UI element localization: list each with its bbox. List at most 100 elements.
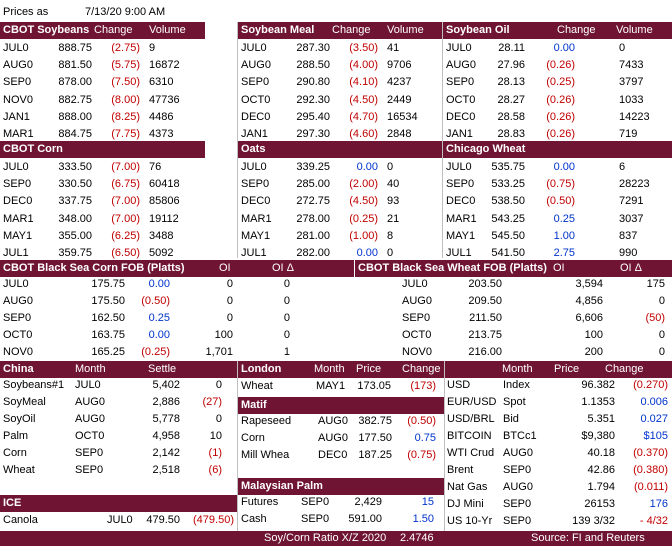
change-value: (4.60) [349, 128, 378, 140]
change-value: 2.75 [553, 247, 575, 259]
market-spec: SEP0 [503, 464, 532, 476]
contract-month: MAR1 [3, 212, 34, 225]
settle-value: 5,402 [152, 379, 180, 391]
market-spec: SEP0 [503, 498, 532, 510]
contract-month: SEP0 [3, 178, 32, 191]
contract-month: SEP0 [75, 464, 104, 476]
volume-value: 7291 [619, 195, 644, 208]
open-interest: 0 [226, 295, 233, 307]
price-value: 203.50 [468, 278, 502, 290]
change-value: (27) [202, 396, 222, 408]
price-value: 884.75 [58, 128, 92, 140]
change-value: 0.00 [148, 278, 170, 290]
open-interest: 0 [226, 312, 233, 324]
market-spec: BTCc1 [503, 430, 537, 442]
price-value: 295.40 [296, 110, 330, 123]
price-value: 272.75 [296, 195, 330, 208]
price-value: 173.05 [357, 380, 391, 392]
volume-value: 14223 [619, 110, 650, 123]
price-value: 545.50 [491, 229, 525, 242]
change-value: (7.00) [111, 195, 140, 208]
change-value: 0.25 [148, 312, 170, 324]
volume-value: 3797 [619, 76, 644, 89]
price-value: 282.00 [296, 247, 330, 259]
commodity-name: SoyMeal [3, 396, 46, 408]
open-interest: 100 [584, 329, 603, 341]
panel-title: Oats [241, 143, 266, 155]
volume-value: 4373 [149, 128, 174, 140]
panels_top-header-1: Soybean Meal Change Volume [238, 22, 443, 39]
price-value: 162.50 [91, 312, 125, 324]
source-credit: Source: FI and Reuters [531, 532, 645, 544]
change-value: (0.25) [546, 76, 575, 89]
change-value: 0.75 [414, 432, 436, 444]
price-value: 28.83 [497, 128, 525, 140]
change-value: 0.006 [640, 396, 668, 408]
price-value: 213.75 [468, 329, 502, 341]
contract-month: NOV0 [3, 93, 33, 106]
contract-month: AUG0 [3, 295, 33, 307]
open-interest-change: (50) [645, 312, 665, 324]
change-value: (1.00) [349, 229, 378, 242]
panel-title: CBOT Soybeans [3, 24, 90, 36]
contract-month: JUL0 [446, 42, 472, 54]
panels_mid-header-2: Chicago Wheat [443, 141, 672, 158]
change-value: 0.00 [553, 42, 575, 54]
change-value: (479.50) [193, 514, 234, 526]
oi-delta-header: OI Δ [272, 262, 295, 274]
price-value: 292.30 [296, 93, 330, 106]
change-value: (0.380) [633, 464, 668, 476]
volume-value: 41 [387, 42, 400, 54]
contract-month: DEC0 [318, 449, 348, 461]
change-value: 0 [215, 379, 222, 391]
volume-value: 6 [619, 161, 626, 173]
panel-title: Soybean Oil [446, 24, 510, 36]
settle-value: 2,886 [152, 396, 180, 408]
contract-month: OCT0 [402, 329, 432, 341]
contract-month: JAN1 [446, 128, 473, 140]
price-value: 2,429 [354, 496, 382, 508]
grid-separator-1 [442, 22, 443, 258]
contract-month: MAY1 [446, 229, 476, 242]
contract-month: JUL0 [107, 514, 133, 526]
market-spec: SEP0 [503, 515, 532, 527]
price-value: 177.50 [358, 432, 392, 444]
open-interest-change: 0 [658, 346, 665, 358]
contract-month: JUL0 [3, 278, 29, 290]
contract-month: SEP0 [3, 312, 32, 324]
contract-month: SEP0 [446, 76, 475, 89]
volume-value: 40 [387, 178, 400, 191]
volume-value: 4237 [387, 76, 412, 89]
matif-header: Matif [238, 397, 445, 414]
change-value: 0.25 [553, 212, 575, 225]
volume-value: 93 [387, 195, 400, 208]
contract-month: MAR1 [241, 212, 272, 225]
price-value: 339.25 [296, 161, 330, 173]
contract-month: SEP0 [75, 447, 104, 459]
contract-month: JUL0 [3, 42, 29, 54]
price-value: 330.50 [58, 178, 92, 191]
volume-value: 2449 [387, 93, 412, 106]
panels_top-header-0: CBOT Soybeans Change Volume [0, 22, 205, 39]
market-name: WTI Crud [447, 447, 495, 459]
contract-month: SEP0 [241, 178, 270, 191]
change-value: (4.00) [349, 59, 378, 72]
oi-header: OI [553, 262, 565, 274]
contract-month: MAY1 [3, 229, 33, 242]
other-markets-header: Month Price Change [445, 361, 672, 378]
commodity-name: Corn [3, 447, 27, 459]
panels_top-header-2: Soybean Oil Change Volume [443, 22, 672, 39]
contract-month: JUL0 [241, 161, 267, 173]
price-value: 337.75 [58, 195, 92, 208]
price-value: 591.00 [348, 513, 382, 525]
china-header: China Month Settle [0, 361, 238, 378]
black-sea-header-0: CBOT Black Sea Corn FOB (Platts) OI OI Δ [0, 260, 354, 277]
change-value: (3.50) [349, 42, 378, 54]
volume-value: 3488 [149, 229, 174, 242]
price-value: 538.50 [491, 195, 525, 208]
panel-title: CBOT Black Sea Corn FOB (Platts) [3, 262, 185, 274]
price-value: 535.75 [491, 161, 525, 173]
contract-month: SEP0 [241, 76, 270, 89]
contract-month: JUL1 [3, 247, 29, 259]
change-value: (173) [410, 380, 436, 392]
